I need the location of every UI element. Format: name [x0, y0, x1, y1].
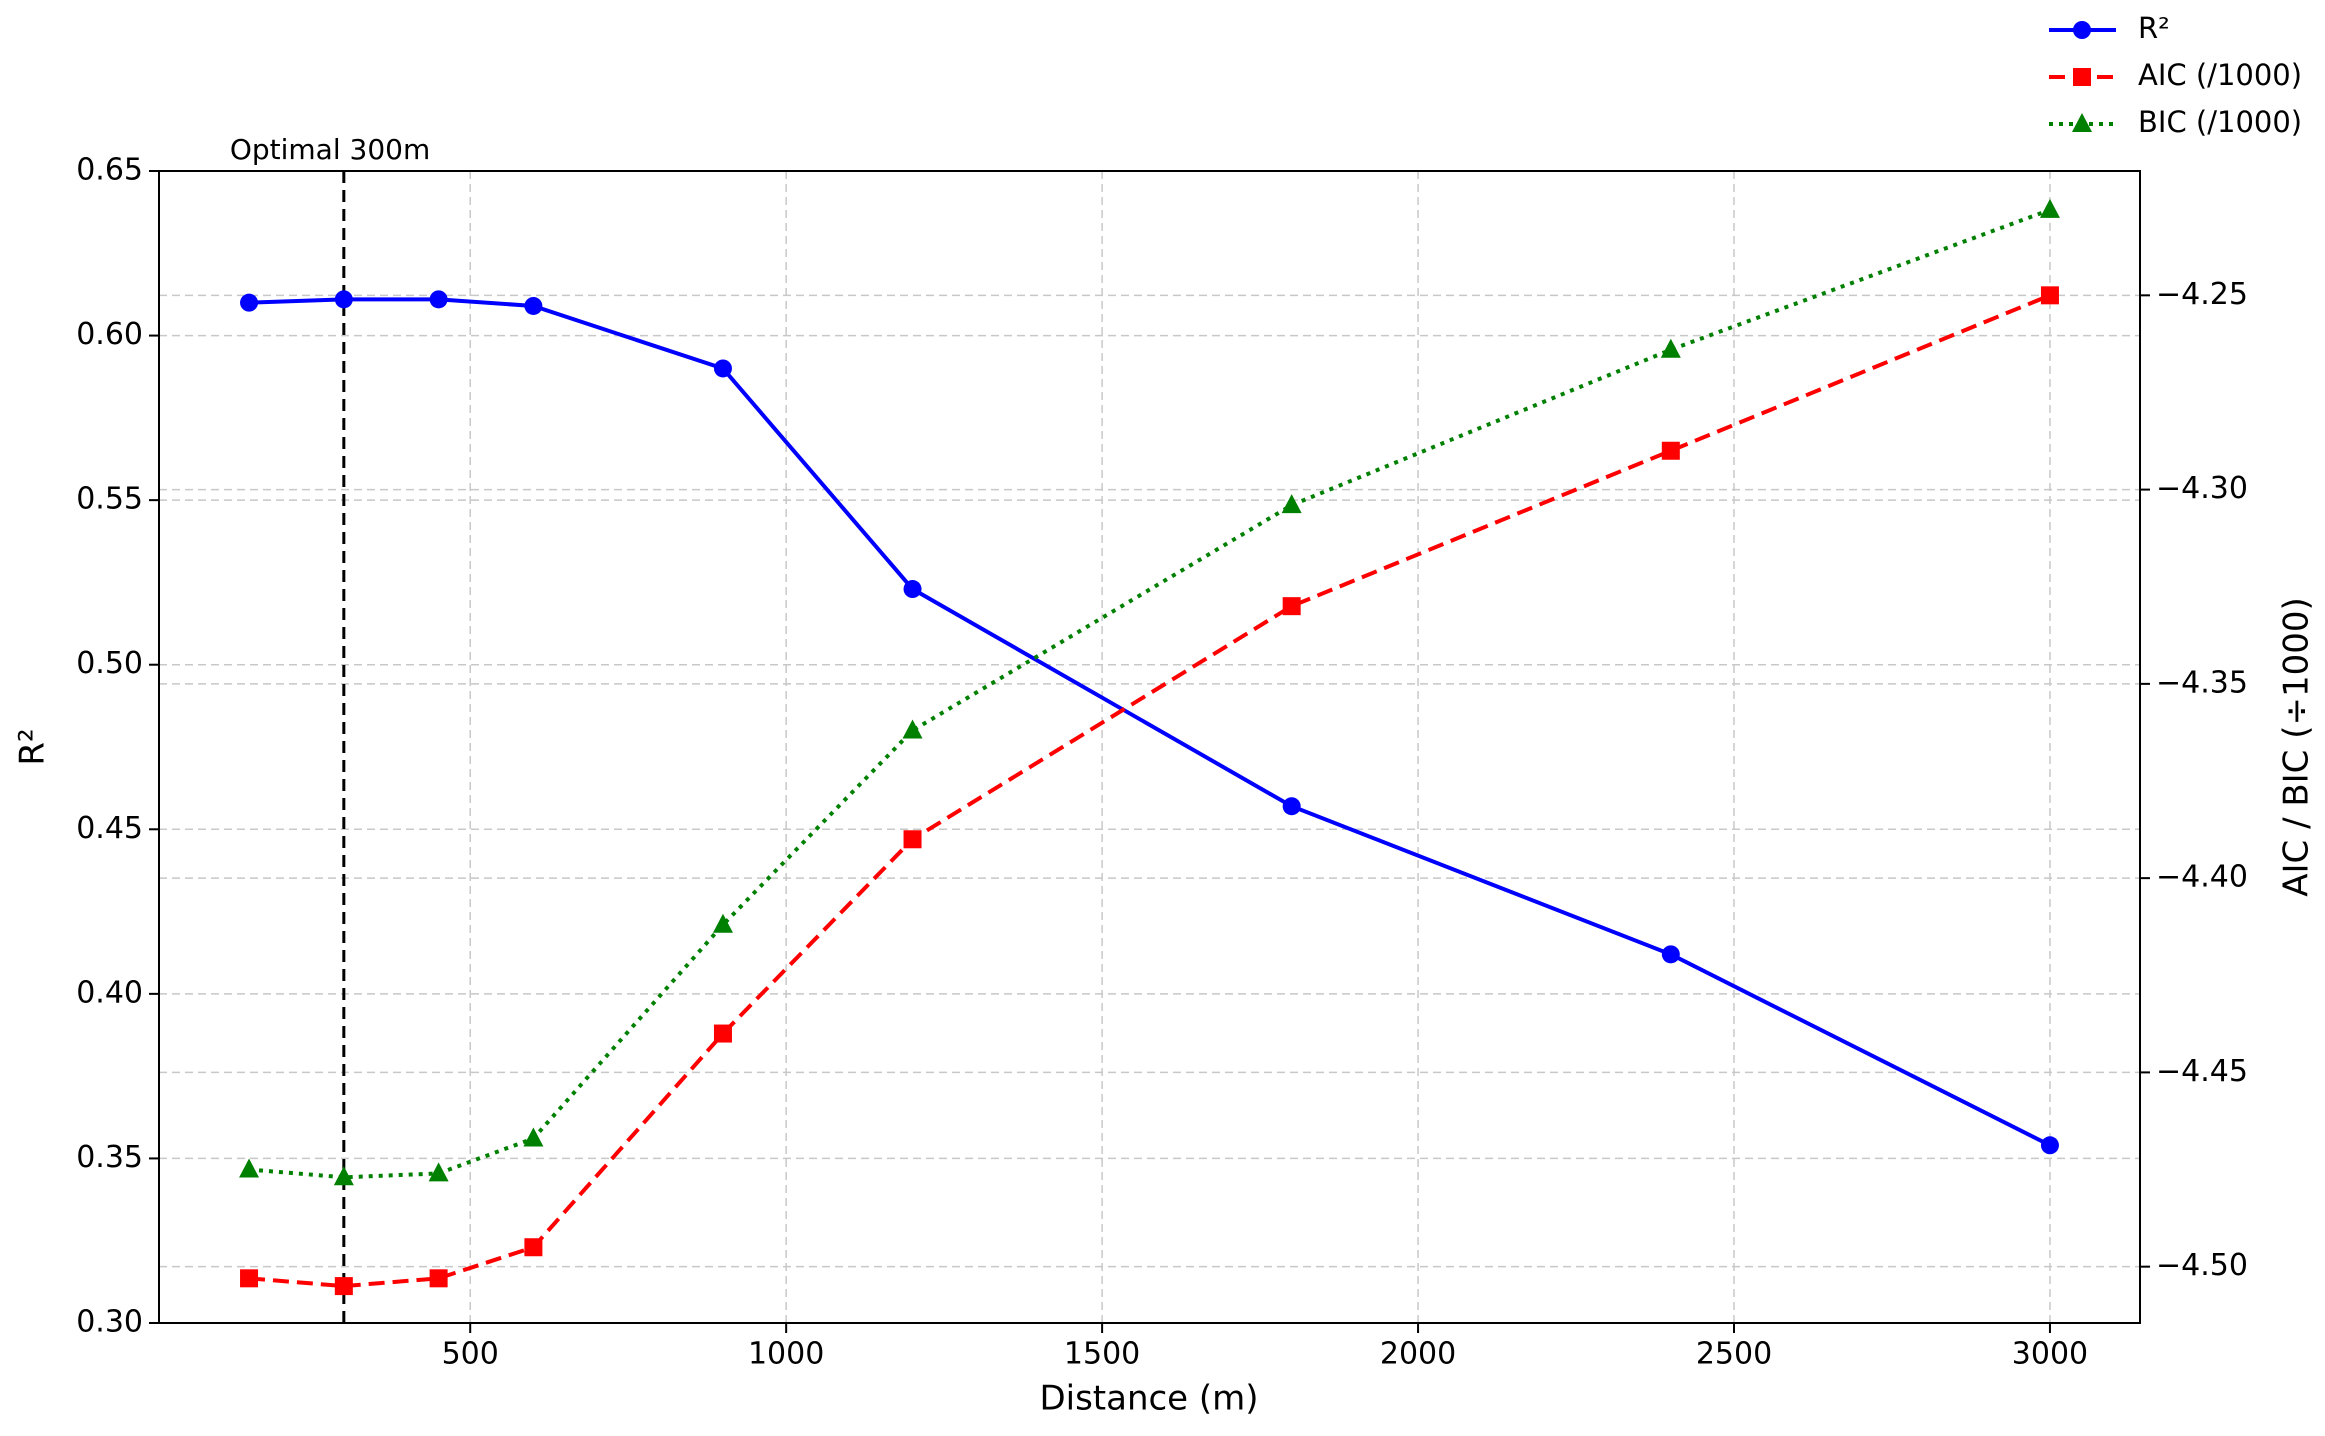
legend-marker: [2073, 68, 2091, 86]
marker: [903, 830, 922, 849]
y2-tick-label: −4.30: [2156, 471, 2248, 506]
series-line: [248, 293, 2051, 1289]
annotation: Optimal 300m: [230, 133, 430, 166]
y2-tick-label: −4.35: [2156, 665, 2248, 700]
marker: [1282, 797, 1301, 816]
legend-marker: [2072, 113, 2092, 132]
marker: [334, 290, 353, 309]
marker: [902, 719, 923, 739]
y-tick-label: 0.65: [76, 153, 143, 188]
y-tick-label: 0.55: [76, 482, 143, 517]
marker: [1281, 494, 1302, 514]
x-tick-label: 1000: [748, 1337, 824, 1372]
series-line: [248, 297, 2051, 1148]
x-tick-label: 1500: [1064, 1337, 1140, 1372]
legend-label: AIC (/1000): [2138, 58, 2302, 92]
legend-label: R²: [2138, 11, 2170, 45]
y-tick-label: 0.35: [76, 1140, 143, 1175]
x-tick-label: 2500: [1696, 1337, 1772, 1372]
marker: [524, 1238, 543, 1257]
y2-tick-label: −4.40: [2156, 860, 2248, 895]
legend-marker: [2073, 21, 2091, 39]
marker: [240, 1269, 259, 1288]
y-tick-label: 0.40: [76, 975, 143, 1010]
marker: [713, 359, 732, 378]
y-tick-label: 0.30: [76, 1305, 143, 1340]
marker: [333, 1166, 354, 1186]
y2-tick-label: −4.50: [2156, 1248, 2248, 1283]
marker: [1661, 441, 1680, 460]
marker: [2039, 198, 2060, 218]
x-axis-label: Distance (m): [1039, 1379, 1258, 1419]
marker: [334, 1277, 353, 1296]
y-axis-label: R²: [13, 728, 53, 765]
marker: [523, 1127, 544, 1147]
marker: [1282, 597, 1301, 616]
marker: [1660, 338, 1681, 358]
marker: [524, 296, 543, 315]
series-line: [248, 207, 2051, 1180]
x-tick-label: 2000: [1380, 1337, 1456, 1372]
marker: [2040, 286, 2059, 305]
y2-axis-label: AIC / BIC (÷1000): [2277, 597, 2317, 897]
marker: [240, 293, 259, 312]
x-tick-label: 3000: [2012, 1337, 2088, 1372]
marker: [429, 290, 448, 309]
x-tick-label: 500: [442, 1337, 499, 1372]
marker: [429, 1269, 448, 1288]
y-tick-label: 0.45: [76, 811, 143, 846]
plot-frame: [158, 170, 2141, 1324]
marker: [428, 1162, 449, 1182]
marker: [713, 1024, 732, 1043]
marker: [2040, 1136, 2059, 1155]
legend-label: BIC (/1000): [2138, 105, 2302, 139]
marker: [712, 913, 733, 933]
y-tick-label: 0.50: [76, 646, 143, 681]
y-tick-label: 0.60: [76, 317, 143, 352]
y2-tick-label: −4.25: [2156, 277, 2248, 312]
marker: [903, 580, 922, 599]
marker: [239, 1158, 260, 1178]
y2-tick-label: −4.45: [2156, 1054, 2248, 1089]
marker: [1661, 945, 1680, 964]
